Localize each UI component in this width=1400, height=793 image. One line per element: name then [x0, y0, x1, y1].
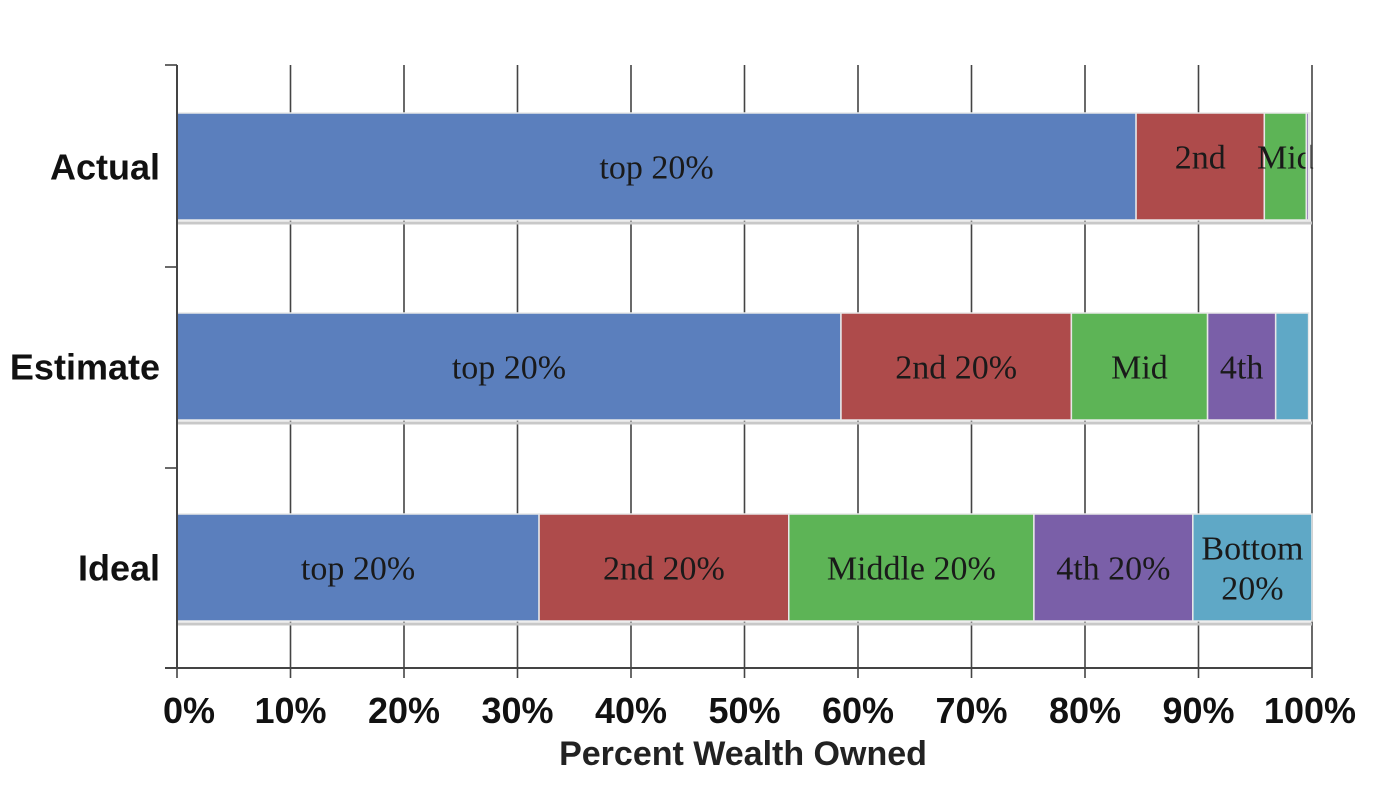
x-tick-label: 40% [595, 690, 667, 731]
x-tick-label: 70% [935, 690, 1007, 731]
category-label: Ideal [78, 548, 160, 589]
x-tick-label: 50% [708, 690, 780, 731]
bar-segment [840, 312, 1073, 421]
bar-segment [176, 112, 1137, 221]
tick-labels: 0% 10% 20% 30% 40% 50% 60% 70% 80% 90% 100% [163, 690, 1356, 731]
bar-segment [538, 513, 790, 622]
segment-label: top 20% [599, 150, 713, 187]
axes [165, 64, 1313, 678]
segment-label: Mid [1257, 140, 1314, 177]
x-tick-label: 80% [1049, 690, 1121, 731]
x-axis-title: Percent Wealth Owned [559, 735, 927, 773]
segment-label: 2nd [1175, 140, 1226, 177]
bar-segment [176, 513, 540, 622]
category-labels: Actual Estimate Ideal [10, 147, 160, 589]
bar-segment [1307, 112, 1311, 221]
bar-segment [1033, 513, 1194, 622]
bar-segment [176, 312, 842, 421]
x-tick-label: 10% [254, 690, 326, 731]
x-tick-label: 100% [1264, 690, 1356, 731]
segment-label: 4th [1220, 350, 1263, 387]
bars: top 20% 2nd Mid top 20% 2nd 20% Mid 4th top 20%… [176, 112, 1314, 626]
bar-segment [788, 513, 1035, 622]
x-tick-label: 60% [822, 690, 894, 731]
category-label: Estimate [10, 347, 160, 388]
bar-segment [1192, 513, 1313, 622]
x-tick-label: 90% [1162, 690, 1234, 731]
x-tick-label: 30% [481, 690, 553, 731]
segment-label: 4th 20% [1056, 551, 1170, 588]
category-label: Actual [50, 147, 160, 188]
bar-segment [1274, 312, 1310, 421]
segment-label: Middle 20% [827, 551, 996, 588]
segment-label: 2nd 20% [603, 551, 725, 588]
x-tick-label: 20% [368, 690, 440, 731]
segment-label: Bottom 20% [1201, 531, 1303, 608]
segment-label: 2nd 20% [895, 350, 1017, 387]
segment-label: top 20% [301, 551, 415, 588]
segment-label: Mid [1111, 350, 1168, 387]
bar-segment [1206, 312, 1277, 421]
x-tick-label: 0% [163, 690, 215, 731]
bar-segment [1135, 112, 1266, 221]
segment-label: top 20% [452, 350, 566, 387]
